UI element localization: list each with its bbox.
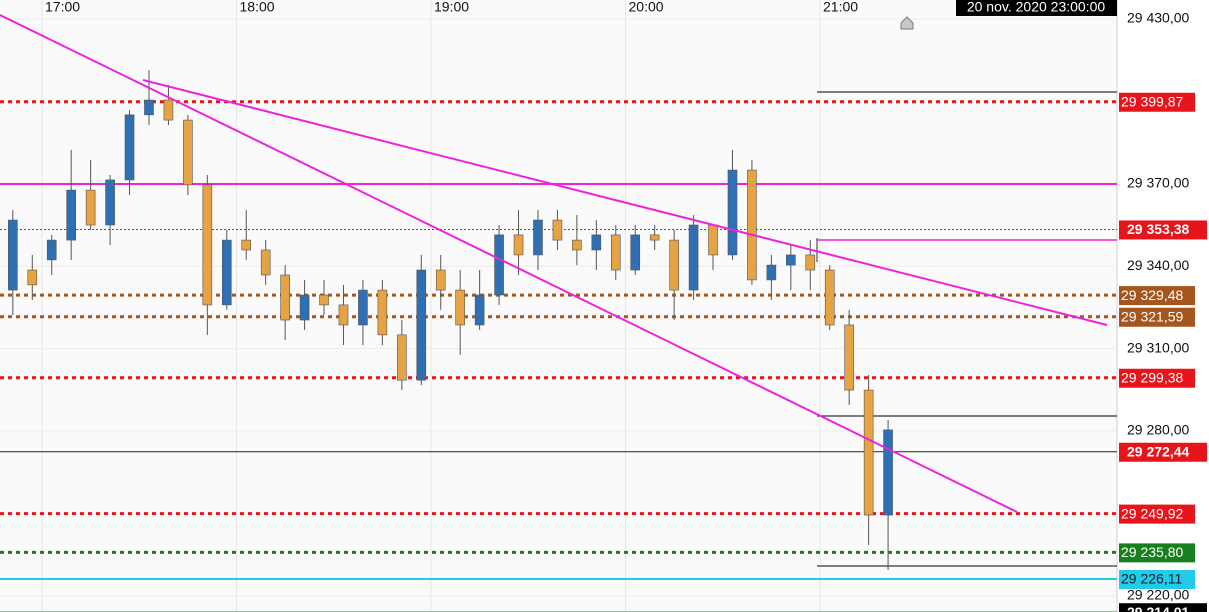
price-label: 29 214,01 — [1127, 604, 1189, 612]
price-label-box — [1119, 603, 1207, 612]
price-label: 29 235,80 — [1121, 544, 1183, 560]
price-label: 29 321,59 — [1121, 308, 1183, 324]
trend-line — [0, 14, 1018, 513]
crosshair-time-box — [956, 0, 1117, 16]
candle-body — [105, 179, 115, 226]
candle-body — [144, 99, 154, 116]
candle-body — [630, 234, 641, 271]
candle-body — [435, 269, 446, 291]
candle-body — [8, 219, 18, 291]
price-label: 29 399,87 — [1121, 93, 1183, 109]
candle-body — [494, 234, 504, 296]
candle-body — [241, 239, 252, 251]
price-label: 29 299,38 — [1121, 369, 1183, 385]
price-label-box — [1119, 307, 1195, 327]
candle-body — [669, 239, 679, 291]
x-tick-label: 19:00 — [434, 0, 469, 15]
candle-body — [377, 289, 388, 336]
candle-body — [688, 224, 699, 291]
candle-body — [610, 234, 621, 271]
price-label: 29 226,11 — [1121, 571, 1182, 587]
y-tick-label: 29 370,00 — [1127, 174, 1189, 190]
price-label-box — [1119, 220, 1207, 240]
price-label-box — [1119, 286, 1195, 306]
candle-body — [397, 334, 407, 381]
x-tick-label: 18:00 — [240, 0, 275, 15]
candle-body — [844, 324, 854, 391]
crosshair-time: 20 nov. 2020 23:00:00 — [967, 0, 1106, 15]
price-label: 29 272,44 — [1127, 443, 1189, 459]
marker — [900, 16, 914, 30]
y-tick-label: 29 340,00 — [1127, 257, 1189, 273]
price-label-box — [1119, 543, 1195, 563]
price-label: 29 329,48 — [1121, 287, 1183, 303]
candle-body — [416, 269, 427, 381]
candle-body — [299, 294, 310, 321]
candle-body — [163, 99, 174, 121]
candle-body — [552, 219, 563, 241]
y-tick-label: 29 430,00 — [1127, 10, 1189, 26]
candle-body — [824, 269, 835, 326]
candle-body — [27, 269, 38, 286]
y-tick-label: 29 310,00 — [1127, 339, 1189, 355]
candle-body — [221, 239, 232, 306]
candle-body — [533, 219, 543, 256]
price-label-box — [1119, 368, 1195, 388]
candle-body — [883, 429, 893, 516]
price-label-box — [1119, 504, 1195, 524]
candle-body — [455, 289, 465, 326]
trend-line — [142, 79, 1108, 326]
candle-body — [474, 294, 485, 326]
x-tick-label: 17:00 — [45, 0, 80, 15]
candle-body — [202, 184, 213, 306]
candle-body — [805, 254, 816, 271]
price-label: 29 353,38 — [1127, 221, 1189, 237]
candle-body — [46, 239, 57, 261]
y-tick-label: 29 280,00 — [1127, 422, 1189, 438]
candle-body — [708, 224, 718, 256]
candle-body — [280, 274, 290, 321]
price-label-box — [1119, 442, 1207, 462]
candle-body — [786, 254, 796, 266]
price-label-box — [1119, 569, 1195, 589]
candle-body — [747, 169, 757, 281]
candle-body — [124, 114, 135, 181]
price-label-box — [1119, 92, 1195, 112]
candle-body — [260, 249, 271, 276]
candle-body — [183, 119, 193, 186]
candle-body — [863, 389, 874, 516]
candle-body — [591, 234, 602, 251]
candle-body — [66, 189, 76, 241]
price-label: 29 249,92 — [1121, 505, 1183, 521]
candle-body — [766, 264, 777, 281]
candle-body — [513, 234, 524, 256]
candle-body — [358, 289, 368, 326]
y-tick-label: 29 220,00 — [1127, 586, 1189, 602]
candle-body — [319, 294, 329, 306]
x-tick-label: 20:00 — [629, 0, 664, 15]
candle-body — [649, 234, 660, 241]
x-tick-label: 21:00 — [823, 0, 858, 15]
candle-body — [85, 189, 96, 226]
candle-body — [572, 239, 582, 251]
candle-body — [727, 169, 738, 256]
candle-body — [338, 304, 349, 326]
